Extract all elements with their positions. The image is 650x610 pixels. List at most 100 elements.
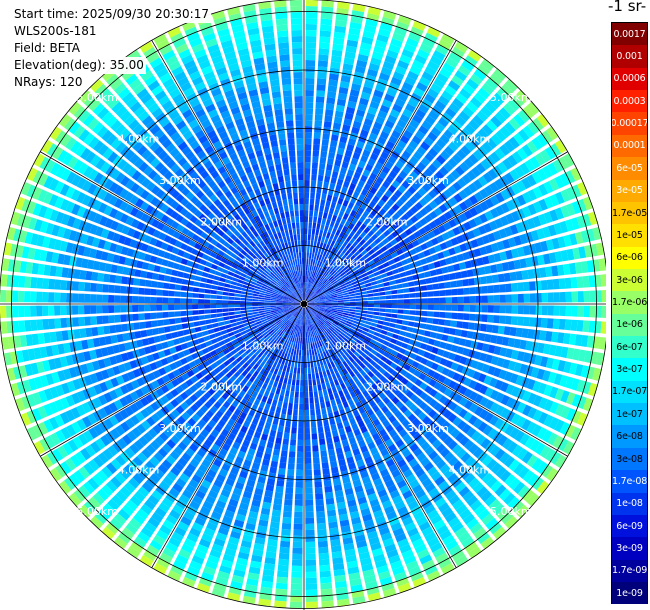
range-gate bbox=[312, 379, 317, 386]
range-gate bbox=[301, 319, 304, 326]
range-gate bbox=[382, 125, 392, 135]
range-gate bbox=[370, 447, 379, 456]
range-gate bbox=[328, 275, 334, 282]
range-gate bbox=[173, 559, 187, 570]
range-gate bbox=[1, 258, 10, 271]
range-gate bbox=[53, 357, 63, 369]
range-gate bbox=[382, 277, 389, 283]
range-gate bbox=[175, 477, 187, 488]
range-gate bbox=[128, 460, 139, 472]
range-gate bbox=[529, 293, 536, 303]
range-gate bbox=[456, 346, 465, 355]
range-gate bbox=[474, 277, 481, 285]
range-gate bbox=[223, 483, 233, 493]
range-gate bbox=[313, 253, 318, 260]
range-gate bbox=[310, 258, 314, 265]
range-gate bbox=[202, 360, 210, 368]
range-gate bbox=[366, 408, 375, 417]
range-gate bbox=[205, 283, 212, 289]
range-gate bbox=[133, 322, 140, 330]
range-gate bbox=[290, 342, 294, 349]
range-gate bbox=[95, 348, 103, 359]
range-gate bbox=[323, 280, 330, 286]
range-gate bbox=[363, 481, 374, 490]
range-gate bbox=[423, 405, 433, 415]
range-gate bbox=[349, 311, 356, 315]
range-gate bbox=[384, 55, 397, 65]
range-gate bbox=[456, 132, 467, 144]
range-gate bbox=[456, 464, 467, 476]
range-gate bbox=[342, 290, 349, 294]
range-gate bbox=[476, 237, 485, 247]
range-gate bbox=[458, 385, 468, 395]
range-gate bbox=[323, 291, 330, 295]
range-gate bbox=[353, 317, 360, 322]
range-gate bbox=[217, 371, 225, 379]
range-gate bbox=[389, 109, 400, 119]
range-gate bbox=[169, 346, 177, 355]
range-gate bbox=[326, 336, 331, 343]
range-gate bbox=[481, 295, 488, 303]
range-gate bbox=[227, 592, 241, 601]
range-gate bbox=[49, 386, 59, 399]
range-gate bbox=[318, 261, 323, 268]
range-gate bbox=[264, 324, 271, 329]
range-gate bbox=[308, 304, 314, 305]
range-gate bbox=[281, 338, 286, 345]
range-gate bbox=[327, 267, 333, 273]
range-gate bbox=[277, 400, 283, 408]
range-gate bbox=[246, 312, 254, 316]
range-gate bbox=[531, 255, 539, 267]
range-gate bbox=[376, 565, 389, 574]
range-gate bbox=[326, 328, 333, 334]
range-gate bbox=[272, 314, 279, 318]
range-gate bbox=[307, 367, 311, 374]
range-gate bbox=[157, 249, 166, 258]
range-gate bbox=[542, 165, 553, 179]
range-gate bbox=[193, 453, 203, 463]
range-gate bbox=[436, 234, 445, 243]
range-gate bbox=[497, 161, 508, 174]
range-gate bbox=[324, 425, 331, 433]
range-gate bbox=[230, 427, 239, 436]
range-gate bbox=[275, 588, 288, 596]
range-gate bbox=[350, 157, 359, 166]
range-gate bbox=[244, 325, 251, 330]
range-gate bbox=[359, 215, 366, 223]
range-gate bbox=[554, 345, 563, 357]
range-gate bbox=[221, 392, 230, 400]
range-gate bbox=[491, 325, 499, 334]
range-gate bbox=[382, 261, 390, 268]
range-gate bbox=[325, 244, 330, 251]
range-gate bbox=[342, 199, 349, 207]
range-gate bbox=[125, 418, 135, 429]
range-gate bbox=[168, 297, 175, 304]
range-gate bbox=[268, 379, 275, 386]
range-gate bbox=[38, 390, 48, 403]
range-gate bbox=[413, 191, 423, 201]
range-gate bbox=[516, 90, 529, 104]
range-gate bbox=[359, 223, 367, 231]
range-gate bbox=[233, 408, 242, 417]
range-gate bbox=[290, 348, 295, 355]
range-gate bbox=[352, 409, 360, 417]
range-gate bbox=[330, 240, 336, 247]
range-gate bbox=[133, 490, 146, 502]
range-gate bbox=[305, 493, 314, 500]
range-gate bbox=[319, 42, 330, 50]
range-gate bbox=[73, 470, 86, 483]
range-gate bbox=[289, 366, 294, 374]
range-gate bbox=[247, 351, 255, 358]
range-gate bbox=[344, 51, 356, 60]
range-gate bbox=[211, 543, 224, 553]
range-gate bbox=[299, 325, 302, 332]
range-gate bbox=[391, 230, 399, 238]
range-gate bbox=[204, 314, 212, 319]
range-gate bbox=[408, 140, 419, 150]
range-gate bbox=[310, 180, 317, 187]
range-gate bbox=[391, 294, 398, 299]
range-gate bbox=[37, 189, 48, 203]
range-gate bbox=[371, 504, 382, 513]
range-gate bbox=[4, 352, 13, 366]
range-gate bbox=[394, 474, 404, 484]
